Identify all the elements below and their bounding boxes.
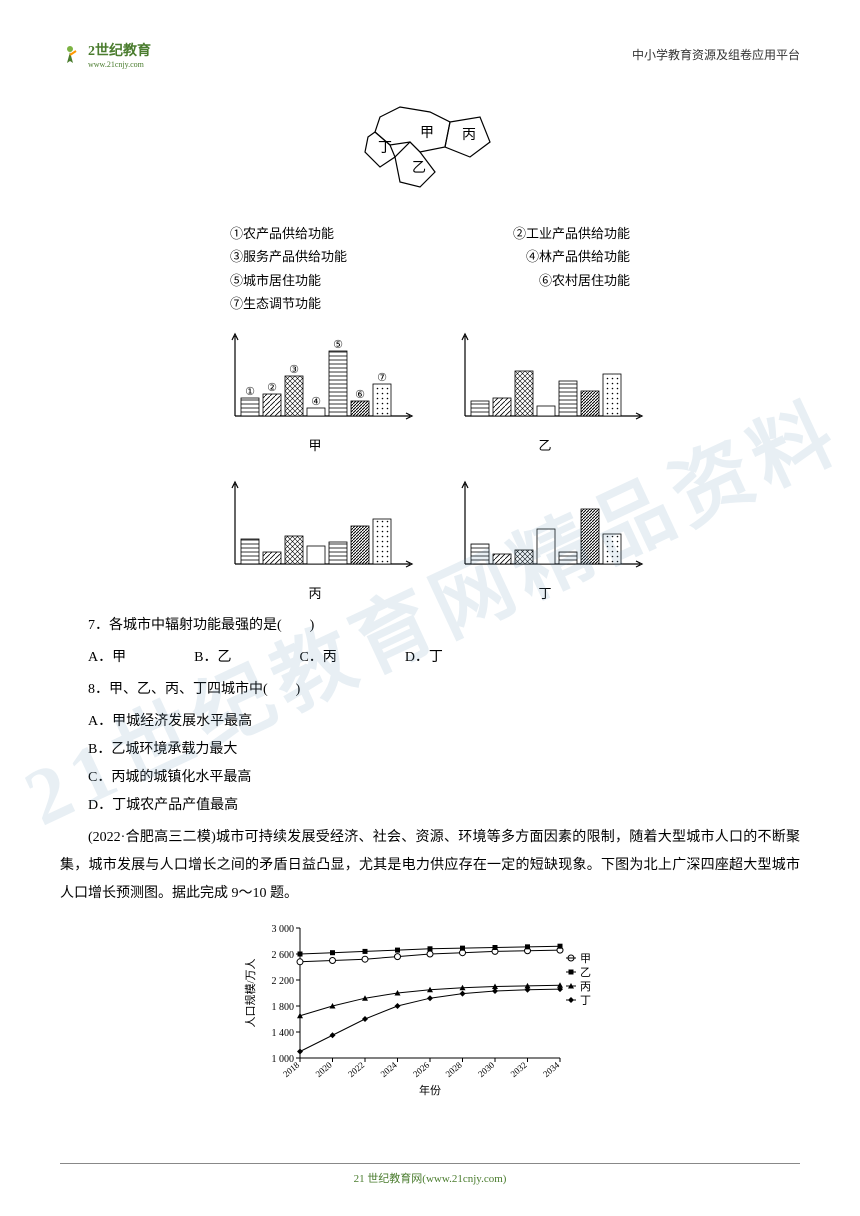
svg-text:丁: 丁 (580, 995, 591, 1007)
bar-chart-yi: 乙 (440, 326, 650, 454)
logo-sub-text: www.21cnjy.com (88, 60, 151, 69)
svg-text:乙: 乙 (580, 966, 591, 979)
header-right-text: 中小学教育资源及组卷应用平台 (632, 46, 800, 63)
logo-icon (60, 43, 84, 67)
q7-option-b: B．乙 (166, 644, 231, 672)
svg-text:3 000: 3 000 (272, 924, 295, 935)
svg-text:年份: 年份 (419, 1083, 441, 1097)
map-svg: 甲 丙 乙 丁 (350, 97, 510, 207)
svg-text:2020: 2020 (314, 1059, 335, 1079)
svg-text:⑥: ⑥ (355, 389, 365, 401)
question-7-text: 7．各城市中辐射功能最强的是( ) (60, 612, 800, 640)
context-paragraph: (2022·合肥高三二模)城市可持续发展受经济、社会、资源、环境等多方面因素的限… (60, 824, 800, 908)
svg-text:人口规模/万人: 人口规模/万人 (243, 958, 257, 1027)
map-label-jia: 甲 (420, 126, 434, 141)
svg-text:⑤: ⑤ (333, 339, 343, 351)
map-label-yi: 乙 (412, 160, 426, 176)
q8-option-d: D．丁城农产品产值最高 (60, 792, 800, 820)
bar-chart-bing: 丙 (210, 474, 420, 602)
bar-chart-ding-svg (445, 474, 645, 574)
map-label-ding: 丁 (378, 141, 392, 156)
svg-text:丙: 丙 (580, 981, 591, 993)
svg-text:1 800: 1 800 (272, 1002, 295, 1013)
bar-chart-jia-svg: ①②③ ⑤ ⑥⑦ ④ (215, 326, 415, 426)
svg-text:2034: 2034 (541, 1059, 562, 1079)
page-footer: 21 世纪教育网(www.21cnjy.com) (60, 1163, 800, 1186)
logo-area: 2世纪教育 www.21cnjy.com (60, 40, 151, 69)
svg-text:2028: 2028 (444, 1059, 465, 1079)
bar-chart-bing-svg (215, 474, 415, 574)
q7-option-d: D．丁 (377, 644, 443, 672)
svg-text:2 600: 2 600 (272, 950, 295, 961)
q8-option-b: B．乙城环境承载力最大 (60, 736, 800, 764)
map-figure-container: 甲 丙 乙 丁 (60, 97, 800, 212)
question-8-text: 8．甲、乙、丙、丁四城市中( ) (60, 676, 800, 704)
svg-text:③: ③ (289, 364, 299, 376)
svg-text:2022: 2022 (346, 1059, 366, 1078)
q8-option-a: A．甲城经济发展水平最高 (60, 708, 800, 736)
svg-text:2026: 2026 (411, 1059, 432, 1079)
function-legend: ①农产品供给功能 ②工业产品供给功能 ③服务产品供给功能 ④林产品供给功能 ⑤城… (230, 222, 630, 316)
q7-option-a: A．甲 (60, 644, 126, 672)
svg-text:2024: 2024 (379, 1059, 400, 1079)
bar-chart-jia: ①②③⑤⑥⑦④ 甲 (210, 326, 420, 454)
bar-charts-grid: ①②③⑤⑥⑦④ 甲 乙 丙 丁 (210, 326, 650, 602)
svg-text:2 200: 2 200 (272, 976, 295, 987)
page-header: 2世纪教育 www.21cnjy.com 中小学教育资源及组卷应用平台 (60, 40, 800, 77)
line-chart-svg: 1 0001 4001 8002 2002 6003 0002018202020… (240, 918, 620, 1098)
svg-text:2030: 2030 (476, 1059, 497, 1079)
line-chart-container: 1 0001 4001 8002 2002 6003 0002018202020… (240, 918, 620, 1103)
bar-chart-yi-svg (445, 326, 645, 426)
map-label-bing: 丙 (462, 128, 476, 143)
svg-text:②: ② (267, 382, 277, 394)
svg-text:2032: 2032 (509, 1059, 529, 1078)
q7-option-c: C．丙 (271, 644, 336, 672)
svg-text:甲: 甲 (580, 953, 591, 965)
q8-option-c: C．丙城的城镇化水平最高 (60, 764, 800, 792)
svg-text:1 400: 1 400 (272, 1028, 295, 1039)
logo-main-text: 2世纪教育 (88, 40, 151, 60)
question-7-options: A．甲 B．乙 C．丙 D．丁 (60, 644, 800, 672)
svg-text:④: ④ (311, 396, 321, 408)
svg-text:①: ① (245, 386, 255, 398)
svg-text:⑦: ⑦ (377, 372, 387, 384)
bar-chart-ding: 丁 (440, 474, 650, 602)
